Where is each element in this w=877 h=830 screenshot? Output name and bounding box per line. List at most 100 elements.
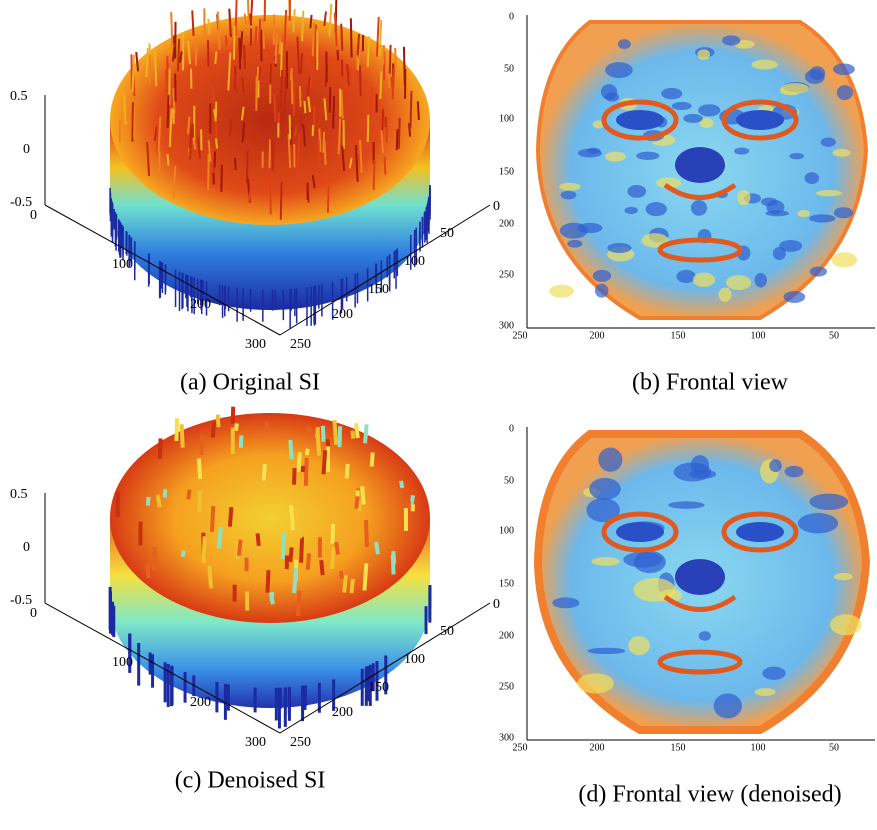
y-tick-label: 50 bbox=[504, 475, 514, 486]
face-texture bbox=[752, 60, 778, 70]
face-texture bbox=[789, 153, 804, 159]
face-texture bbox=[810, 266, 827, 276]
caption: (d) Frontal view (denoised) bbox=[578, 782, 841, 808]
surface-spike bbox=[132, 102, 133, 141]
caption: (a) Original SI bbox=[180, 370, 320, 396]
surface-spike bbox=[372, 453, 373, 467]
surface-spike bbox=[182, 424, 183, 447]
face-texture bbox=[809, 494, 848, 510]
face-texture bbox=[833, 63, 855, 75]
face-texture bbox=[734, 148, 749, 155]
surface-plot bbox=[110, 0, 430, 329]
y-tick-label: 250 bbox=[290, 337, 311, 352]
surface-spike bbox=[330, 87, 331, 112]
x-tick-label: 150 bbox=[671, 742, 686, 753]
face-texture bbox=[676, 270, 695, 283]
surface-spike bbox=[285, 77, 286, 116]
frontal-view bbox=[538, 434, 866, 730]
surface-spike bbox=[410, 91, 411, 128]
surface-spike bbox=[360, 65, 361, 96]
x-tick-label: 100 bbox=[112, 257, 133, 272]
y-tick-label: 0 bbox=[493, 597, 500, 612]
face-texture bbox=[552, 597, 579, 608]
z-tick-label: 0 bbox=[23, 142, 30, 157]
surface-spike bbox=[308, 426, 310, 433]
face-texture bbox=[809, 214, 835, 222]
face-texture bbox=[779, 240, 802, 252]
surface-spike bbox=[311, 54, 312, 89]
face-texture bbox=[726, 275, 751, 290]
surface-spike bbox=[314, 106, 315, 138]
y-tick-label: 50 bbox=[504, 63, 514, 74]
surface-spike bbox=[281, 70, 282, 107]
surface-spike bbox=[294, 568, 296, 593]
surface-spike bbox=[393, 555, 394, 574]
face-texture bbox=[698, 104, 720, 116]
y-tick-label: 50 bbox=[440, 624, 454, 639]
surface-spike bbox=[267, 570, 268, 592]
surface-spike bbox=[168, 154, 169, 166]
surface-spike bbox=[300, 86, 301, 107]
x-tick-label: 200 bbox=[190, 695, 211, 710]
surface-spike bbox=[208, 154, 209, 190]
face-texture bbox=[618, 39, 631, 49]
surface-spike bbox=[292, 71, 293, 104]
face-texture bbox=[587, 648, 625, 654]
y-tick-label: 200 bbox=[332, 307, 353, 322]
surface-spike bbox=[177, 110, 178, 136]
surface-spike bbox=[295, 126, 296, 136]
surface-spike bbox=[368, 115, 369, 142]
surface-spike bbox=[248, 0, 249, 24]
surface-spike bbox=[233, 407, 234, 424]
face-texture bbox=[559, 183, 581, 191]
surface-spike bbox=[208, 19, 209, 34]
face-texture bbox=[762, 667, 785, 680]
surface-spike bbox=[226, 35, 227, 45]
surface-spike bbox=[302, 11, 303, 41]
surface-spike bbox=[356, 423, 358, 438]
surface-spike bbox=[264, 464, 265, 481]
surface-spike bbox=[307, 449, 308, 455]
surface-spike bbox=[230, 15, 231, 34]
surface-spike bbox=[285, 10, 286, 44]
y-tick-label: 100 bbox=[404, 652, 425, 667]
caption: (c) Denoised SI bbox=[175, 768, 326, 794]
surface-spike bbox=[213, 422, 214, 438]
y-tick-label: 0 bbox=[509, 423, 514, 434]
surface-spike bbox=[158, 495, 160, 507]
face-texture bbox=[627, 185, 646, 198]
surface-spike bbox=[270, 180, 271, 214]
eye bbox=[616, 522, 664, 542]
face-texture bbox=[722, 35, 740, 45]
face-texture bbox=[595, 284, 609, 298]
surface-spike bbox=[313, 22, 314, 56]
face-texture bbox=[628, 636, 650, 655]
surface-spike bbox=[154, 547, 155, 571]
surface-spike bbox=[411, 495, 413, 505]
surface-spike bbox=[192, 10, 193, 35]
surface-spike bbox=[255, 26, 256, 46]
surface-spike bbox=[362, 486, 364, 504]
surface-spike bbox=[199, 459, 200, 479]
nose bbox=[675, 147, 725, 183]
y-tick-label: 200 bbox=[332, 705, 353, 720]
surface-spike bbox=[371, 87, 372, 117]
face-texture bbox=[625, 207, 638, 214]
surface-spike bbox=[242, 77, 243, 92]
surface-spike bbox=[333, 96, 334, 129]
surface-spike bbox=[418, 101, 419, 120]
surface-spike bbox=[171, 12, 172, 50]
surface-spike bbox=[344, 575, 346, 593]
surface-spike bbox=[383, 45, 384, 65]
surface-spike bbox=[291, 505, 293, 530]
face-texture bbox=[593, 270, 611, 282]
surface-spike bbox=[290, 440, 291, 459]
surface-spike bbox=[293, 9, 294, 32]
y-tick-label: 250 bbox=[499, 269, 514, 280]
face-texture bbox=[589, 478, 621, 500]
surface-spike bbox=[148, 497, 149, 506]
face-texture bbox=[697, 49, 710, 59]
surface-spike bbox=[239, 38, 240, 69]
surface-spike bbox=[219, 527, 221, 549]
surface-spike bbox=[304, 101, 305, 113]
